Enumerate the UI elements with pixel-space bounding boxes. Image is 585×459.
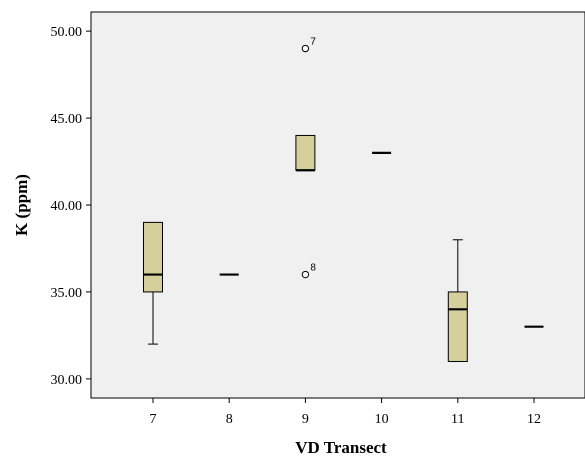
y-tick-label: 35.00: [51, 286, 83, 301]
y-tick-label: 50.00: [51, 25, 83, 40]
box: [143, 221, 163, 293]
x-axis: 7 8 9 10 11 12: [150, 398, 541, 427]
y-tick-label: 30.00: [51, 373, 83, 388]
x-tick-label: 8: [226, 412, 233, 427]
y-axis-title: K (ppm): [12, 174, 31, 236]
box-group: [295, 134, 316, 172]
x-tick-label: 7: [150, 412, 157, 427]
x-axis-title: VD Transect: [295, 438, 387, 457]
outliers: 78: [301, 37, 316, 279]
x-tick-label: 11: [451, 412, 464, 427]
y-tick-label: 45.00: [51, 112, 83, 127]
y-tick-label: 40.00: [51, 199, 83, 214]
x-tick-label: 12: [527, 412, 541, 427]
box-group: [447, 239, 468, 362]
box: [295, 134, 316, 171]
outlier-label: 8: [310, 263, 316, 274]
outlier-point: [301, 44, 310, 53]
x-tick-label: 10: [375, 412, 389, 427]
outlier-point: [301, 270, 310, 279]
boxes: [143, 134, 544, 362]
plot-area: [90, 11, 585, 399]
box: [447, 291, 468, 362]
box-group: [143, 221, 163, 345]
y-axis: 30.00 35.00 40.00 45.00 50.00: [51, 25, 91, 388]
outlier-label: 7: [310, 37, 316, 48]
x-tick-label: 9: [302, 412, 309, 427]
